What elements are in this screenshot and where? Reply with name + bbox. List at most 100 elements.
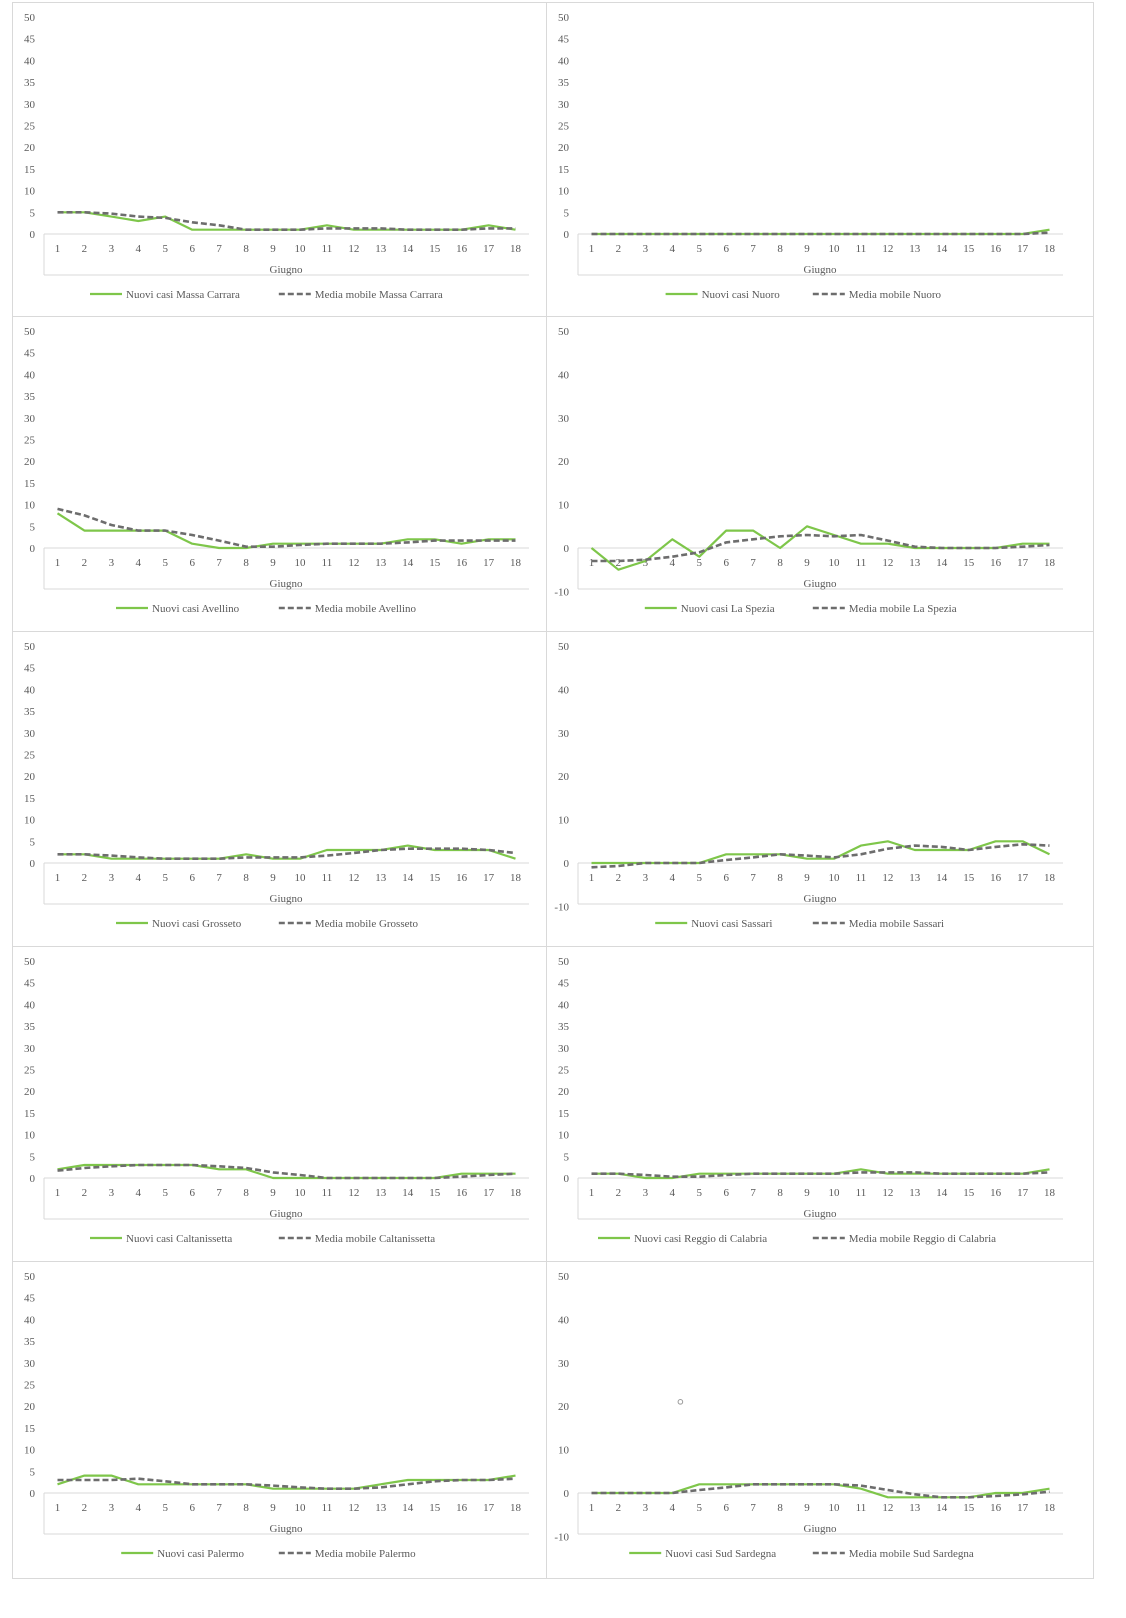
- chart-panel: 0 5 10 15 20 25 30 35 40 45 50 1 2 3 4 5 6 7 8 9 10 11 12 13 14 1…: [546, 946, 1094, 1264]
- x-tick-label: 1: [589, 1502, 595, 1514]
- legend-label-moving-average: Media mobile Sassari: [849, 918, 944, 930]
- y-tick-label: 15: [24, 164, 36, 176]
- x-tick-label: 13: [909, 243, 921, 255]
- x-tick-label: 17: [1017, 557, 1029, 569]
- chart-panel: 0 5 10 15 20 25 30 35 40 45 50 1 2 3 4 5 6 7 8 9 10 11 12 13 14 1…: [12, 2, 560, 320]
- x-tick-label: 13: [909, 1502, 921, 1514]
- x-axis-title: Giugno: [270, 1208, 304, 1220]
- legend-label-new-cases: Nuovi casi Massa Carrara: [126, 289, 240, 301]
- x-tick-label: 5: [697, 243, 703, 255]
- x-tick-label: 11: [856, 557, 867, 569]
- y-tick-label: 50: [24, 641, 36, 653]
- x-tick-label: 12: [348, 1502, 359, 1514]
- x-tick-label: 6: [723, 243, 729, 255]
- legend-label-moving-average: Media mobile La Spezia: [849, 603, 957, 615]
- x-tick-label: 18: [1044, 243, 1056, 255]
- y-tick-label: 20: [558, 456, 570, 468]
- x-tick-label: 16: [456, 1187, 468, 1199]
- y-tick-label: 10: [558, 1445, 570, 1457]
- y-tick-label: 30: [24, 1043, 36, 1055]
- x-tick-label: 5: [697, 1187, 703, 1199]
- x-tick-label: 16: [990, 1502, 1002, 1514]
- y-tick-label: 35: [558, 77, 570, 89]
- x-tick-label: 10: [294, 1502, 306, 1514]
- x-tick-label: 12: [882, 557, 893, 569]
- x-tick-label: 11: [322, 243, 333, 255]
- x-tick-label: 15: [429, 872, 441, 884]
- x-tick-label: 2: [82, 557, 88, 569]
- x-tick-label: 3: [109, 1187, 115, 1199]
- x-tick-label: 10: [828, 557, 840, 569]
- y-tick-label: 0: [30, 229, 36, 241]
- y-tick-label: 40: [558, 55, 570, 67]
- y-tick-label: 20: [558, 1401, 570, 1413]
- x-tick-label: 14: [402, 872, 414, 884]
- moving-average-line: [57, 1163, 516, 1180]
- x-tick-label: 15: [963, 1187, 975, 1199]
- x-tick-label: 13: [909, 872, 921, 884]
- y-tick-label: -10: [554, 901, 569, 913]
- x-tick-label: 10: [294, 557, 306, 569]
- moving-average-line: [591, 533, 1050, 563]
- y-tick-label: 10: [24, 500, 36, 512]
- x-tick-label: 10: [828, 243, 840, 255]
- x-tick-label: 18: [510, 1502, 522, 1514]
- chart-panel: 0 5 10 15 20 25 30 35 40 45 50 1 2 3 4 5 6 7 8 9 10 11 12 13 14 1…: [546, 2, 1094, 320]
- legend-label-new-cases: Nuovi casi Avellino: [152, 603, 240, 615]
- x-tick-label: 8: [243, 1502, 249, 1514]
- x-tick-label: 14: [936, 872, 948, 884]
- x-tick-label: 7: [216, 557, 222, 569]
- legend-label-moving-average: Media mobile Nuoro: [849, 289, 942, 301]
- x-axis-title: Giugno: [270, 1523, 304, 1535]
- x-tick-label: 13: [375, 1502, 387, 1514]
- x-tick-label: 11: [322, 1502, 333, 1514]
- y-tick-label: 50: [24, 1271, 36, 1283]
- legend-label-new-cases: Nuovi casi Sassari: [691, 918, 772, 930]
- x-tick-label: 12: [882, 1187, 893, 1199]
- new-cases-line: [590, 525, 1050, 571]
- y-tick-label: 10: [24, 815, 36, 827]
- x-tick-label: 2: [616, 1187, 622, 1199]
- x-tick-label: 2: [616, 243, 622, 255]
- y-tick-label: 10: [24, 186, 36, 198]
- y-tick-label: 50: [558, 1271, 570, 1283]
- x-tick-label: 4: [136, 557, 142, 569]
- x-tick-label: 7: [750, 1187, 756, 1199]
- x-tick-label: 15: [429, 1187, 441, 1199]
- x-tick-label: 13: [909, 557, 921, 569]
- x-axis-title: Giugno: [804, 1523, 838, 1535]
- x-tick-label: 14: [936, 1187, 948, 1199]
- x-tick-label: 9: [804, 1187, 810, 1199]
- x-tick-label: 6: [189, 243, 195, 255]
- x-tick-label: 8: [777, 1502, 783, 1514]
- y-tick-label: 25: [558, 1065, 570, 1077]
- y-tick-label: 20: [24, 142, 36, 154]
- x-tick-label: 14: [936, 243, 948, 255]
- y-tick-label: 5: [30, 1466, 36, 1478]
- x-axis-title: Giugno: [804, 1208, 838, 1220]
- x-tick-label: 5: [163, 1187, 169, 1199]
- x-tick-label: 5: [163, 557, 169, 569]
- y-tick-label: 0: [564, 858, 570, 870]
- y-tick-label: 50: [558, 641, 570, 653]
- x-tick-label: 4: [670, 872, 676, 884]
- x-tick-label: 7: [216, 243, 222, 255]
- x-tick-label: 4: [136, 1502, 142, 1514]
- moving-average-line: [57, 211, 516, 231]
- x-tick-label: 12: [348, 557, 359, 569]
- x-tick-label: 3: [643, 872, 649, 884]
- y-tick-label: 15: [24, 1423, 36, 1435]
- x-tick-label: 11: [322, 1187, 333, 1199]
- chart-panel: 0 5 10 15 20 25 30 35 40 45 50 1 2 3 4 5 6 7 8 9 10 11 12 13 14 1…: [12, 1261, 560, 1579]
- y-tick-label: 25: [24, 1380, 36, 1392]
- x-tick-label: 17: [1017, 1502, 1029, 1514]
- x-tick-label: 8: [243, 1187, 249, 1199]
- x-tick-label: 15: [429, 243, 441, 255]
- y-tick-label: 25: [558, 121, 570, 133]
- x-tick-label: 8: [243, 557, 249, 569]
- x-tick-label: 9: [804, 557, 810, 569]
- y-tick-label: 35: [24, 706, 36, 718]
